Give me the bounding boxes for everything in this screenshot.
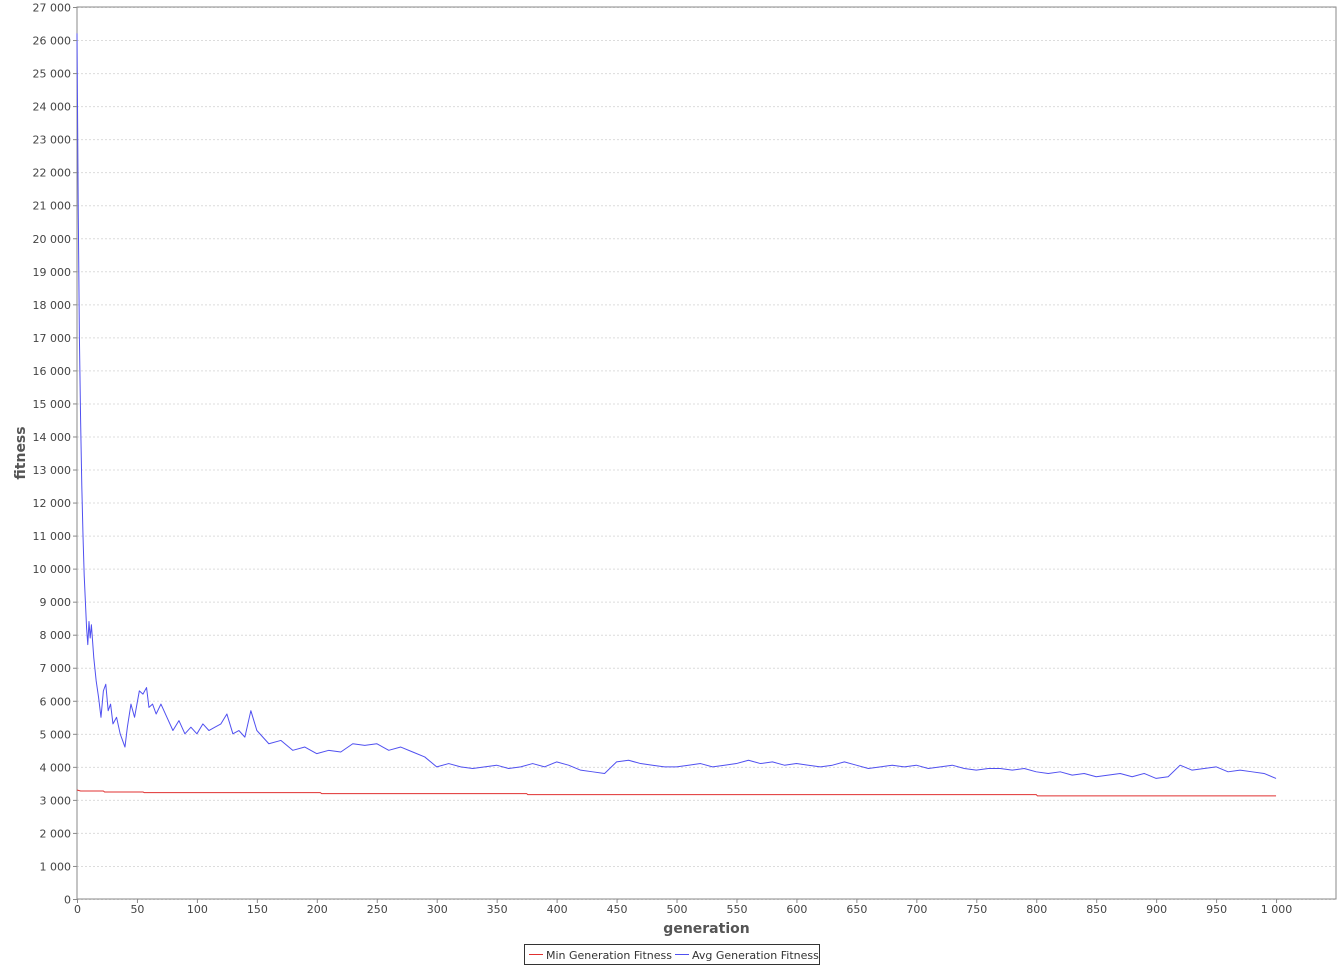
x-tick-label-11: 550 bbox=[726, 903, 747, 916]
x-tick-label-15: 750 bbox=[966, 903, 987, 916]
gridlines bbox=[77, 7, 1336, 900]
y-tick-label-16: 16 000 bbox=[33, 365, 72, 378]
x-tick-label-8: 400 bbox=[547, 903, 568, 916]
y-tick-label-10: 10 000 bbox=[33, 563, 72, 576]
legend-label-avg: Avg Generation Fitness bbox=[692, 949, 819, 962]
y-tick-label-21: 21 000 bbox=[33, 200, 72, 213]
x-tick-label-9: 450 bbox=[607, 903, 628, 916]
y-tick-label-23: 23 000 bbox=[33, 134, 72, 147]
legend: Min Generation Fitness Avg Generation Fi… bbox=[524, 944, 820, 965]
y-axis-ticks: 0 1 000 2 000 3 000 4 000 5 000 6 000 7 000 8 00… bbox=[33, 2, 77, 907]
x-tick-label-0: 0 bbox=[74, 903, 81, 916]
series-line-0 bbox=[76, 789, 1277, 797]
y-tick-label-24: 24 000 bbox=[33, 101, 72, 114]
x-tick-label-4: 200 bbox=[307, 903, 328, 916]
y-tick-label-19: 19 000 bbox=[33, 266, 72, 279]
x-tick-label-12: 600 bbox=[786, 903, 807, 916]
y-tick-label-22: 22 000 bbox=[33, 167, 72, 180]
x-tick-label-2: 100 bbox=[187, 903, 208, 916]
y-tick-label-18: 18 000 bbox=[33, 299, 72, 312]
x-tick-label-5: 250 bbox=[367, 903, 388, 916]
x-tick-label-14: 700 bbox=[906, 903, 927, 916]
y-tick-label-2: 2 000 bbox=[40, 827, 72, 840]
plot-area bbox=[76, 6, 1337, 900]
legend-label-min: Min Generation Fitness bbox=[546, 949, 672, 962]
y-tick-label-12: 12 000 bbox=[33, 497, 72, 510]
x-tick-label-1: 50 bbox=[130, 903, 144, 916]
y-tick-label-26: 26 000 bbox=[33, 35, 72, 48]
y-tick-label-6: 6 000 bbox=[40, 695, 72, 708]
y-tick-label-7: 7 000 bbox=[40, 662, 72, 675]
series-line-1 bbox=[76, 33, 1277, 779]
y-tick-label-3: 3 000 bbox=[40, 794, 72, 807]
y-tick-label-25: 25 000 bbox=[33, 68, 72, 81]
y-tick-label-9: 9 000 bbox=[40, 596, 72, 609]
y-tick-label-4: 4 000 bbox=[40, 761, 72, 774]
x-tick-label-18: 900 bbox=[1146, 903, 1167, 916]
x-tick-label-16: 800 bbox=[1026, 903, 1047, 916]
x-tick-label-6: 300 bbox=[427, 903, 448, 916]
x-axis-ticks: 0 50 100 150 200 250 300 350 400 450 500 550 600 650 7… bbox=[74, 899, 1292, 916]
x-tick-label-3: 150 bbox=[247, 903, 268, 916]
y-tick-label-20: 20 000 bbox=[33, 233, 72, 246]
x-axis-title: generation bbox=[663, 921, 749, 937]
y-tick-label-14: 14 000 bbox=[33, 431, 72, 444]
y-tick-label-27: 27 000 bbox=[33, 2, 72, 15]
y-tick-label-17: 17 000 bbox=[33, 332, 72, 345]
x-tick-label-19: 950 bbox=[1206, 903, 1227, 916]
series-lines bbox=[76, 33, 1277, 797]
x-tick-label-7: 350 bbox=[487, 903, 508, 916]
y-tick-label-13: 13 000 bbox=[33, 464, 72, 477]
x-tick-label-13: 650 bbox=[846, 903, 867, 916]
legend-box bbox=[524, 944, 820, 965]
y-tick-label-15: 15 000 bbox=[33, 398, 72, 411]
y-axis-title: fitness bbox=[13, 426, 29, 479]
x-tick-label-20: 1 000 bbox=[1261, 903, 1293, 916]
x-tick-label-17: 850 bbox=[1086, 903, 1107, 916]
y-tick-label-5: 5 000 bbox=[40, 728, 72, 741]
y-tick-label-11: 11 000 bbox=[33, 530, 72, 543]
x-tick-label-10: 500 bbox=[667, 903, 688, 916]
y-tick-label-1: 1 000 bbox=[40, 860, 72, 873]
y-tick-label-8: 8 000 bbox=[40, 629, 72, 642]
y-tick-label-0: 0 bbox=[64, 894, 71, 907]
